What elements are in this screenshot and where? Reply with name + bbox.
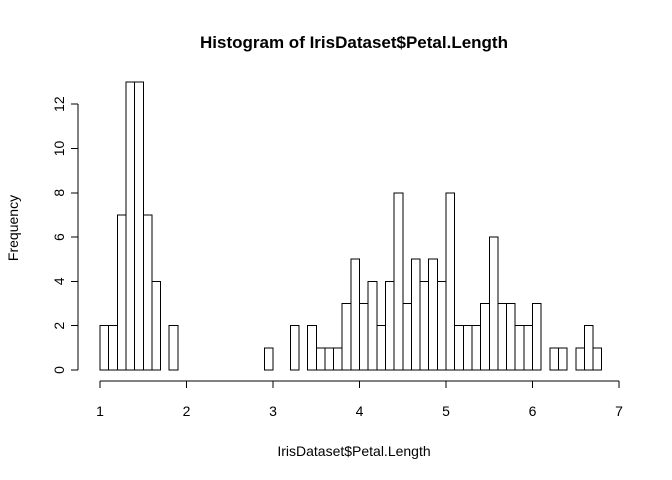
histogram-bar — [393, 192, 404, 371]
histogram-bar — [350, 258, 361, 371]
histogram-bar — [367, 280, 378, 371]
histogram-bar — [583, 325, 594, 371]
histogram-bar — [307, 325, 317, 371]
x-tick-label: 5 — [442, 403, 450, 419]
histogram-bar — [142, 214, 153, 371]
x-tick-label: 3 — [269, 403, 277, 419]
histogram-bar — [557, 347, 568, 371]
y-tick-label: 4 — [51, 277, 67, 285]
histogram-bar — [384, 280, 395, 371]
y-tick-label: 0 — [51, 366, 67, 374]
histogram-bar — [168, 325, 179, 371]
histogram-bar — [108, 325, 118, 371]
histogram-bar — [315, 347, 326, 371]
chart-title: Histogram of IrisDataset$Petal.Length — [200, 33, 508, 52]
histogram-bar — [289, 325, 300, 371]
histogram-bar — [341, 303, 352, 371]
x-tick-label: 2 — [183, 403, 191, 419]
histogram-bar — [376, 325, 386, 371]
histogram-bar — [514, 325, 525, 371]
histogram-bar — [549, 347, 559, 371]
x-tick-label: 7 — [615, 403, 623, 419]
histogram-bar — [488, 236, 499, 371]
histogram-bar — [324, 347, 335, 371]
histogram-bar — [462, 325, 473, 371]
y-axis: 0 2 4 6 8 10 12 — [51, 96, 79, 374]
histogram-bar — [428, 258, 438, 371]
x-axis: 1 2 3 4 5 6 7 — [96, 380, 623, 419]
histogram-bar — [532, 303, 542, 371]
histogram-bar — [125, 81, 136, 371]
histogram-bar — [592, 347, 603, 371]
x-tick-label: 4 — [356, 403, 364, 419]
x-axis-label: IrisDataset$Petal.Length — [277, 443, 430, 459]
x-tick-label: 6 — [529, 403, 537, 419]
histogram-bar — [333, 347, 343, 371]
x-tick-label: 1 — [96, 403, 104, 419]
histogram-bar — [99, 325, 110, 371]
histogram-bar — [359, 303, 369, 371]
y-tick-label: 12 — [51, 96, 67, 112]
histogram-bar — [410, 258, 421, 371]
histogram-bar — [454, 325, 464, 371]
bars-group — [99, 81, 603, 371]
y-tick-label: 6 — [51, 233, 67, 241]
histogram-bar — [480, 303, 490, 371]
histogram-bar — [497, 303, 508, 371]
histogram-bar — [575, 347, 585, 371]
y-tick-label: 8 — [51, 189, 67, 197]
y-tick-label: 2 — [51, 322, 67, 330]
histogram-bar — [263, 347, 274, 371]
histogram-bar — [402, 303, 412, 371]
y-tick-label: 10 — [51, 140, 67, 156]
histogram-bar — [471, 325, 482, 371]
histogram-bar — [419, 280, 430, 371]
histogram-bar — [134, 81, 144, 371]
y-axis-label: Frequency — [5, 195, 21, 261]
histogram-bar — [436, 280, 447, 371]
histogram-bar — [116, 214, 127, 371]
histogram-bar — [506, 303, 516, 371]
histogram-bar — [151, 280, 162, 371]
histogram-bar — [445, 192, 456, 371]
histogram-bar — [523, 325, 533, 371]
